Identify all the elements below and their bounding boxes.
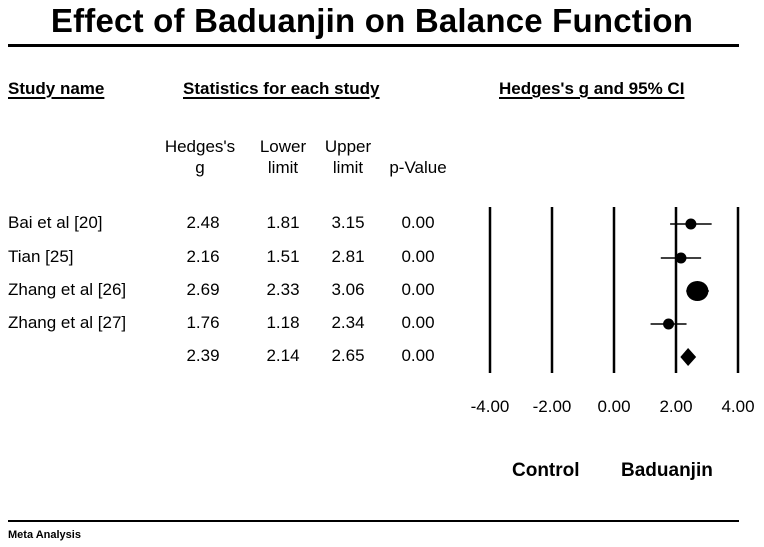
p-value: 0.00 xyxy=(401,313,435,332)
study-point xyxy=(663,318,675,330)
x-tick-label: 4.00 xyxy=(721,397,754,416)
col-header-lower-line1: Lower xyxy=(259,137,307,156)
col-header-lower: Lower limit xyxy=(250,136,316,178)
lower-value: 1.18 xyxy=(266,313,300,332)
col-header-g-line2: g xyxy=(195,158,205,177)
study-name: Tian [25] xyxy=(8,247,74,266)
upper-value: 2.34 xyxy=(331,313,365,332)
col-header-upper-line2: limit xyxy=(332,158,364,177)
upper-value: 2.65 xyxy=(331,346,365,365)
x-tick-label: -4.00 xyxy=(471,397,510,416)
g-value: 2.16 xyxy=(186,247,220,266)
g-value: 2.48 xyxy=(186,213,220,232)
col-header-upper: Upper limit xyxy=(315,136,381,178)
col-header-g: Hedges's g xyxy=(152,136,248,178)
study-point xyxy=(686,281,709,301)
footer-rule xyxy=(8,520,739,522)
upper-value: 3.15 xyxy=(331,213,365,232)
x-tick-label: -2.00 xyxy=(533,397,572,416)
p-value: 0.00 xyxy=(401,213,435,232)
header-plot: Hedges's g and 95% CI xyxy=(499,79,685,98)
p-value: 0.00 xyxy=(401,280,435,299)
col-header-p-line2: p-Value xyxy=(389,158,447,177)
study-point xyxy=(685,218,697,230)
study-name: Zhang et al [27] xyxy=(8,313,127,332)
favors-baduanjin-label: Baduanjin xyxy=(621,460,713,481)
x-tick-label: 2.00 xyxy=(659,397,692,416)
upper-value: 3.06 xyxy=(331,280,365,299)
col-header-lower-line2: limit xyxy=(267,158,299,177)
g-value: 2.69 xyxy=(186,280,220,299)
x-tick-label: 0.00 xyxy=(597,397,630,416)
lower-value: 2.14 xyxy=(266,346,300,365)
col-header-g-line1: Hedges's xyxy=(164,137,236,156)
lower-value: 2.33 xyxy=(266,280,300,299)
study-point xyxy=(675,252,687,264)
chart-title: Effect of Baduanjin on Balance Function xyxy=(50,2,694,39)
footer-label: Meta Analysis xyxy=(8,529,81,541)
summary-diamond xyxy=(680,348,697,366)
header-study-name: Study name xyxy=(8,79,105,98)
title-rule xyxy=(8,44,739,47)
g-value: 2.39 xyxy=(186,346,220,365)
lower-value: 1.51 xyxy=(266,247,300,266)
upper-value: 2.81 xyxy=(331,247,365,266)
header-statistics: Statistics for each study xyxy=(183,79,380,98)
study-name: Zhang et al [26] xyxy=(8,280,127,299)
g-value: 1.76 xyxy=(186,313,220,332)
study-name: Bai et al [20] xyxy=(8,213,103,232)
p-value: 0.00 xyxy=(401,346,435,365)
lower-value: 1.81 xyxy=(266,213,300,232)
p-value: 0.00 xyxy=(401,247,435,266)
col-header-p: p-Value xyxy=(378,136,458,178)
col-header-upper-line1: Upper xyxy=(324,137,372,156)
favors-control-label: Control xyxy=(512,460,580,481)
